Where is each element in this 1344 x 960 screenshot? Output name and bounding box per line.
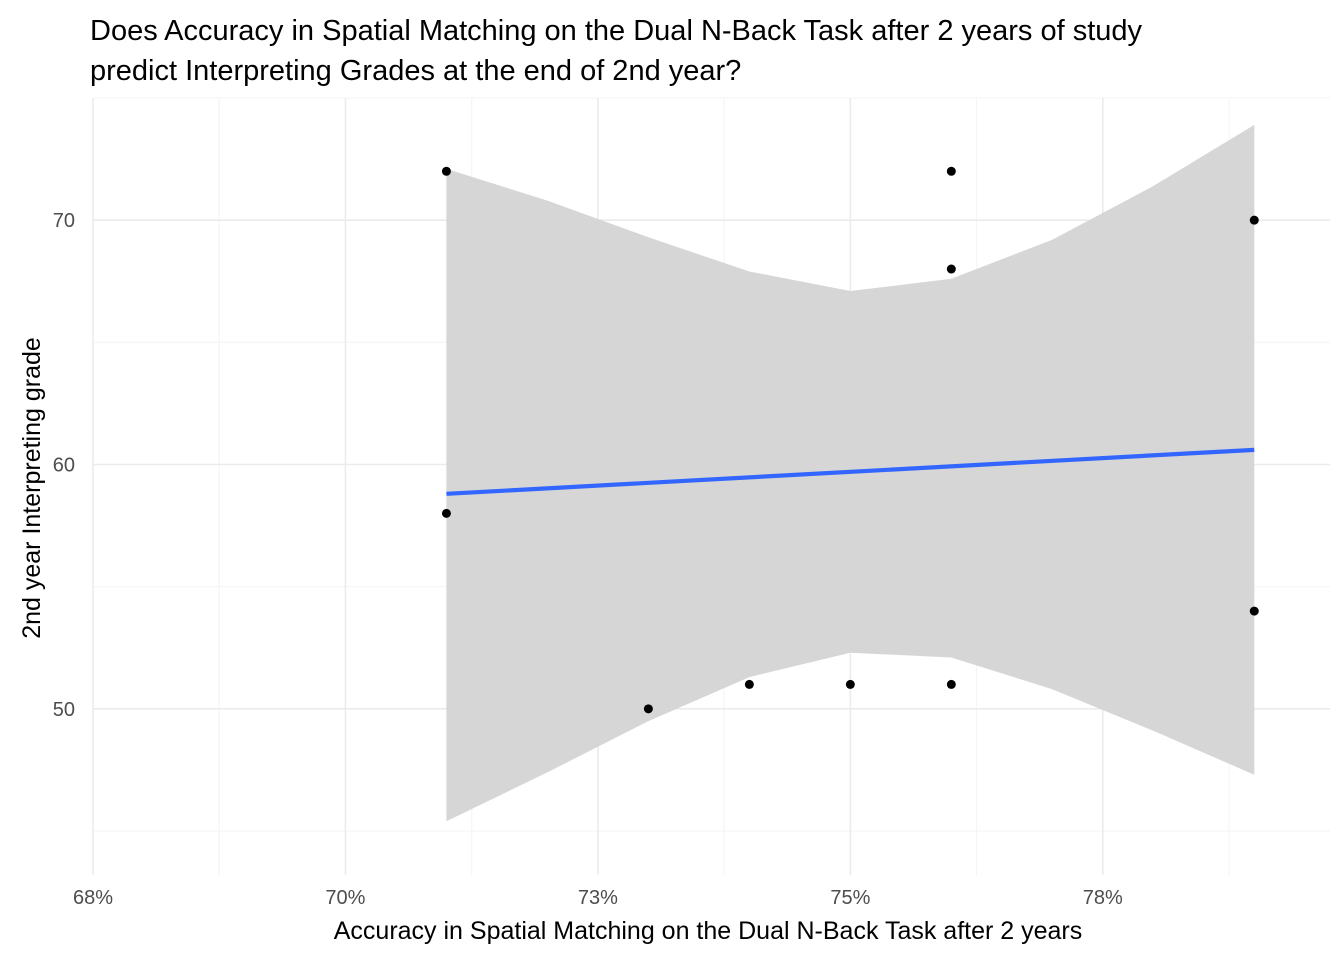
x-tick-label: 68% (73, 887, 113, 909)
regression-line (446, 447, 1255, 496)
y-axis-title: 2nd year Interpreting grade (18, 337, 46, 639)
chart-title-line-1: Does Accuracy in Spatial Matching on the… (90, 15, 1143, 47)
x-tick-label: 73% (578, 887, 618, 909)
chart-title-line-2: predict Interpreting Grades at the end o… (90, 55, 741, 87)
data-point (946, 264, 956, 274)
data-point (845, 679, 855, 689)
y-tick-label: 60 (53, 455, 75, 477)
data-point (1249, 606, 1259, 616)
data-point (441, 166, 451, 176)
x-axis-ticks: 68% 70% 73% 75% 78% (73, 887, 1123, 909)
y-tick-label: 50 (53, 699, 75, 721)
data-point (946, 166, 956, 176)
data-point (1249, 215, 1259, 225)
data-points (441, 166, 1259, 714)
x-tick-label: 70% (325, 887, 365, 909)
x-tick-label: 75% (830, 887, 870, 909)
x-axis-title: Accuracy in Spatial Matching on the Dual… (334, 917, 1083, 945)
y-axis-ticks: 50 60 70 (53, 210, 75, 721)
data-point (441, 508, 451, 518)
data-point (643, 704, 653, 714)
data-point (946, 679, 956, 689)
x-tick-label: 78% (1083, 887, 1123, 909)
y-tick-label: 70 (53, 210, 75, 232)
fit-line-layer (446, 447, 1255, 496)
data-point (744, 679, 754, 689)
